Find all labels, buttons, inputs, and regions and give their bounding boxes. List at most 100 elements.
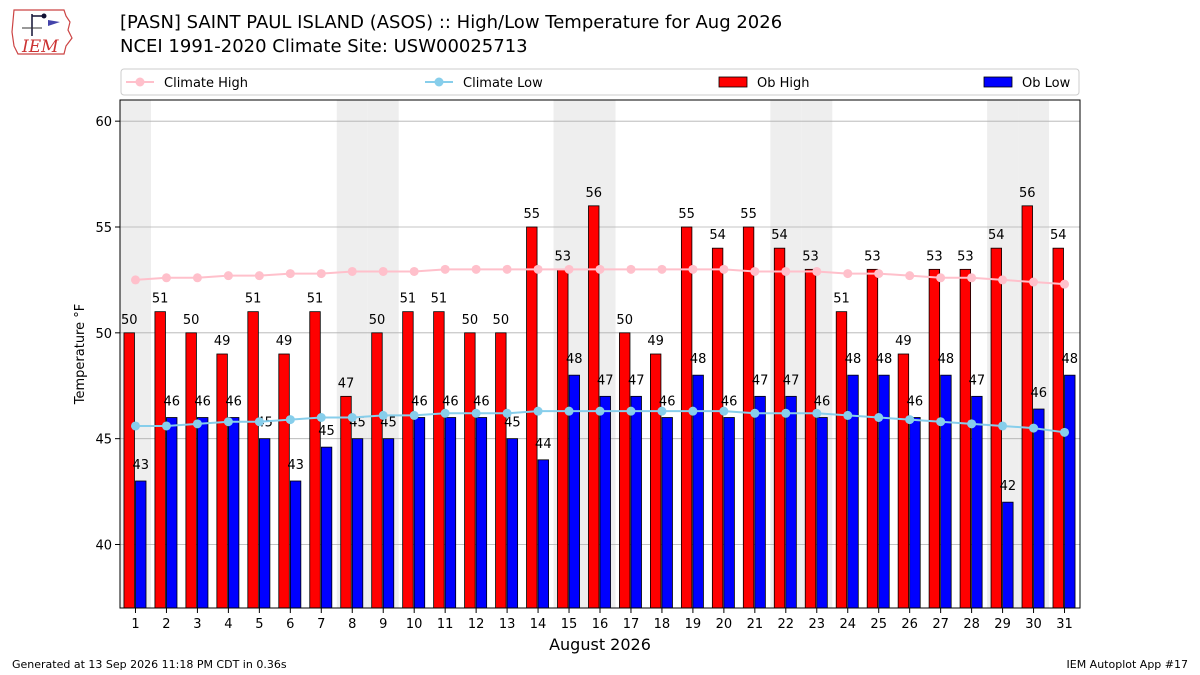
- climate-low-point: [130, 421, 140, 431]
- x-tick-label: 13: [499, 617, 516, 632]
- climate-high-point: [719, 264, 729, 274]
- ob-low-label: 46: [659, 395, 676, 410]
- ob-high-label: 53: [957, 249, 974, 264]
- climate-low-point: [750, 408, 760, 418]
- climate-low-point: [998, 421, 1008, 431]
- ob-low-bar: [351, 438, 364, 609]
- x-tick-label: 21: [747, 617, 764, 632]
- climate-low-point: [471, 408, 481, 418]
- ob-high-bar: [433, 311, 445, 609]
- ob-low-bar: [847, 374, 859, 609]
- y-tick-label: 45: [95, 433, 112, 448]
- climate-low-point: [440, 408, 450, 418]
- climate-high-point: [192, 273, 202, 283]
- ob-low-label: 48: [566, 352, 583, 367]
- climate-low-point: [626, 406, 636, 416]
- x-tick-label: 1: [131, 617, 139, 632]
- ob-low-label: 46: [814, 395, 831, 410]
- ob-low-bar: [1002, 501, 1014, 609]
- legend-ob-high-swatch: [718, 76, 748, 88]
- ob-high-bar: [464, 332, 476, 609]
- ob-high-bar: [650, 353, 662, 609]
- ob-low-label: 43: [287, 458, 304, 473]
- climate-high-point: [471, 264, 481, 274]
- climate-low-point: [316, 413, 326, 422]
- ob-high-label: 49: [895, 334, 912, 349]
- ob-high-bar: [959, 268, 972, 609]
- y-tick-label: 60: [95, 115, 112, 130]
- climate-high-point: [440, 264, 450, 274]
- x-tick-label: 12: [468, 617, 485, 632]
- ob-low-bar: [816, 417, 828, 609]
- ob-high-label: 51: [431, 292, 448, 307]
- ob-high-label: 54: [988, 228, 1005, 243]
- x-tick-label: 19: [685, 617, 702, 632]
- ob-low-label: 46: [1031, 386, 1048, 401]
- ob-high-label: 50: [183, 313, 200, 328]
- ob-low-label: 46: [225, 395, 242, 410]
- ob-low-bar: [227, 417, 240, 609]
- climate-high-point: [502, 264, 512, 274]
- climate-low-point: [967, 419, 977, 429]
- x-tick-label: 15: [561, 617, 578, 632]
- ob-low-bar: [258, 438, 271, 609]
- ob-low-label: 48: [690, 352, 707, 367]
- climate-high-point: [130, 275, 140, 285]
- ob-low-bar: [723, 417, 735, 609]
- x-tick-label: 20: [716, 617, 733, 632]
- ob-high-label: 55: [678, 207, 695, 222]
- ob-low-label: 45: [504, 416, 521, 431]
- ob-low-bar: [289, 480, 302, 609]
- climate-low-point: [254, 417, 264, 427]
- y-tick-label: 50: [95, 327, 112, 342]
- climate-low-point: [1060, 427, 1070, 437]
- ob-high-label: 49: [647, 334, 664, 349]
- ob-low-label: 48: [1062, 352, 1079, 367]
- climate-low-point: [223, 417, 233, 427]
- ob-high-label: 53: [802, 249, 819, 264]
- x-tick-label: 26: [901, 617, 918, 632]
- x-tick-label: 9: [379, 617, 387, 632]
- x-tick-label: 25: [870, 617, 887, 632]
- ob-low-bar: [909, 417, 921, 609]
- climate-high-point: [1060, 279, 1070, 289]
- x-tick-label: 16: [592, 617, 609, 632]
- ob-high-label: 51: [833, 292, 850, 307]
- ob-low-label: 46: [411, 395, 428, 410]
- climate-high-point: [1029, 277, 1039, 287]
- ob-low-label: 47: [783, 373, 800, 388]
- ob-low-label: 42: [1000, 479, 1017, 494]
- x-axis-label: August 2026: [549, 635, 651, 654]
- legend-climate-low-marker: [434, 77, 444, 87]
- climate-low-point: [688, 406, 698, 416]
- ob-low-bar: [940, 374, 952, 609]
- climate-low-point: [192, 419, 202, 429]
- climate-high-point: [750, 266, 760, 276]
- ob-high-label: 51: [400, 292, 417, 307]
- ob-high-bar: [371, 332, 383, 609]
- ob-high-label: 51: [152, 292, 169, 307]
- ob-high-bar: [1021, 205, 1033, 609]
- ob-low-label: 47: [597, 373, 614, 388]
- y-tick-label: 55: [95, 221, 112, 236]
- ob-high-bar: [711, 247, 724, 609]
- ob-low-label: 48: [938, 352, 955, 367]
- ob-high-label: 51: [307, 292, 324, 307]
- climate-high-point: [285, 269, 295, 279]
- ob-high-bar: [526, 226, 538, 609]
- climate-high-point: [254, 271, 264, 281]
- ob-high-label: 47: [338, 376, 355, 391]
- climate-high-point: [688, 264, 698, 274]
- ob-low-bar: [971, 395, 983, 609]
- ob-high-label: 55: [524, 207, 541, 222]
- x-tick-label: 5: [255, 617, 263, 632]
- climate-low-point: [936, 417, 946, 427]
- climate-low-point: [719, 406, 729, 416]
- ob-high-label: 53: [554, 249, 571, 264]
- ob-high-bar: [897, 353, 910, 609]
- ob-high-bar: [804, 268, 817, 609]
- x-tick-label: 30: [1025, 617, 1042, 632]
- legend-ob-low-swatch: [983, 76, 1013, 88]
- ob-high-label: 56: [585, 186, 602, 201]
